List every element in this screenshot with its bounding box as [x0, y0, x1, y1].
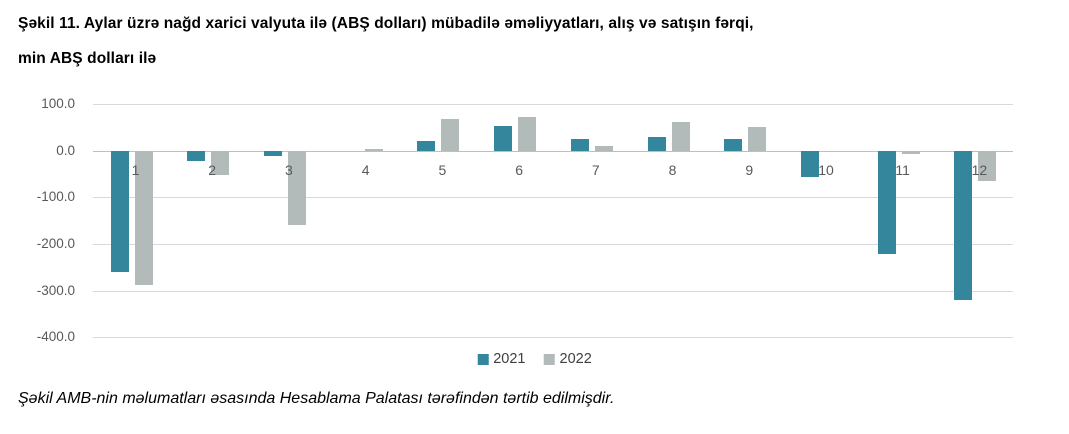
gridline: [93, 244, 1013, 245]
x-tick-label-month-3: 3: [284, 162, 293, 178]
x-tick-label-month-4: 4: [361, 162, 370, 178]
bar-2022-month-2: [211, 150, 230, 175]
legend-swatch-2021: [477, 353, 489, 365]
bar-2021-month-2: [187, 150, 206, 161]
legend-item-2021: 2021: [477, 351, 526, 367]
y-tick-label: -100.0: [36, 189, 75, 205]
bar-2022-month-5: [441, 119, 460, 151]
bar-2022-month-6: [518, 117, 537, 151]
gridline: [93, 337, 1013, 339]
legend-item-2022: 2022: [543, 351, 592, 367]
zero-axis-line: [93, 150, 1013, 152]
x-tick-label-month-10: 10: [818, 162, 834, 178]
chart-title-line1: Şəkil 11. Aylar üzrə nağd xarici valyuta…: [18, 15, 754, 32]
legend-label-2021: 2021: [493, 351, 526, 367]
bar-2021-month-12: [954, 150, 973, 300]
chart-title-line2: min ABŞ dolları ilə: [18, 50, 157, 67]
bar-2021-month-1: [110, 150, 129, 272]
chart-legend: 2021 2022: [477, 351, 592, 367]
bar-2022-month-4: [364, 148, 383, 151]
bar-2022-month-8: [671, 121, 690, 151]
bar-2022-month-7: [594, 146, 613, 151]
gridline: [93, 197, 1013, 199]
bar-2021-month-8: [647, 136, 666, 151]
bar-2022-month-3: [287, 150, 306, 226]
bar-2022-month-12: [978, 150, 997, 182]
bar-2021-month-11: [877, 150, 896, 254]
x-tick-label-month-1: 1: [131, 162, 140, 178]
x-tick-label-month-12: 12: [971, 162, 988, 178]
x-tick-label-month-2: 2: [208, 162, 217, 178]
legend-label-2022: 2022: [559, 351, 592, 367]
legend-swatch-2022: [543, 353, 555, 365]
bar-2021-month-9: [724, 138, 743, 151]
bar-2021-month-7: [570, 139, 589, 151]
y-tick-label: -400.0: [36, 329, 75, 345]
gridline: [93, 104, 1013, 105]
source-note: Şəkil AMB-nin məlumatları əsasında Hesab…: [18, 390, 615, 407]
x-tick-label-month-5: 5: [438, 162, 447, 178]
x-tick-label-month-9: 9: [745, 162, 754, 178]
x-tick-label-month-6: 6: [515, 162, 523, 178]
bar-2021-month-10: [801, 150, 819, 178]
x-tick-label-month-11: 11: [895, 162, 910, 178]
bar-2022-month-9: [748, 127, 767, 151]
x-tick-label-month-8: 8: [668, 162, 677, 178]
bar-2022-month-1: [134, 150, 153, 286]
bar-2021-month-3: [263, 150, 282, 157]
y-tick-label: -300.0: [36, 282, 75, 298]
chart-title: Şəkil 11. Aylar üzrə nağd xarici valyuta…: [18, 6, 1058, 76]
bar-2021-month-5: [417, 141, 436, 151]
bar-2021-month-6: [494, 126, 513, 151]
y-tick-label: 0.0: [56, 142, 75, 158]
y-tick-label: 100.0: [41, 96, 75, 111]
gridline: [93, 290, 1013, 292]
bar-2022-month-11: [901, 150, 920, 155]
y-tick-label: -200.0: [36, 236, 75, 251]
x-tick-label-month-7: 7: [591, 162, 600, 178]
